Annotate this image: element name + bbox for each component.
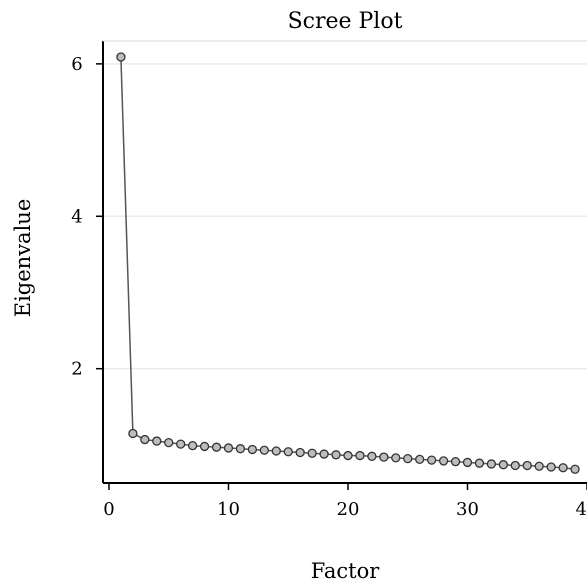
- y-tick-label: 4: [71, 206, 82, 227]
- chart-title: Scree Plot: [288, 9, 403, 34]
- data-point: [283, 447, 293, 457]
- grid-lines: [103, 63, 587, 370]
- data-point: [343, 450, 353, 461]
- data-point: [415, 454, 425, 465]
- y-tick-label: 6: [71, 54, 82, 75]
- data-point: [510, 460, 520, 471]
- data-point: [271, 446, 281, 456]
- data-point: [462, 457, 473, 468]
- x-axis-title: Factor: [311, 559, 381, 583]
- data-point: [128, 428, 138, 439]
- x-tick-label: 30: [456, 499, 479, 520]
- data-point: [235, 444, 246, 454]
- y-tick-label: 2: [71, 359, 82, 380]
- data-point: [403, 453, 413, 464]
- x-tick-label: 20: [337, 499, 360, 520]
- data-point: [140, 434, 150, 445]
- data-point: [367, 451, 377, 461]
- data-point: [295, 447, 305, 458]
- y-axis-title: Eigenvalue: [11, 199, 35, 318]
- x-tick-label: 40: [576, 499, 587, 520]
- data-point: [522, 460, 532, 471]
- data-point: [426, 455, 437, 465]
- data-point: [223, 443, 234, 453]
- data-point: [486, 459, 497, 469]
- data-point: [211, 442, 222, 452]
- axes: [102, 40, 587, 484]
- x-tick-label: 0: [103, 499, 114, 520]
- series: [116, 52, 580, 474]
- data-point: [498, 460, 508, 470]
- data-point: [391, 453, 401, 463]
- x-tick-label: 10: [217, 499, 240, 520]
- data-point: [187, 441, 198, 451]
- data-point: [534, 461, 544, 471]
- data-point: [176, 439, 186, 449]
- data-point: [199, 441, 210, 452]
- data-point: [116, 52, 126, 62]
- data-point: [570, 464, 580, 474]
- data-point: [259, 445, 269, 455]
- data-point: [546, 462, 556, 472]
- data-point: [247, 444, 258, 455]
- data-point: [164, 437, 174, 448]
- data-point: [331, 450, 341, 460]
- series-line: [120, 56, 576, 471]
- data-point: [307, 448, 317, 458]
- data-point: [558, 463, 568, 473]
- data-point: [379, 452, 389, 462]
- data-point: [474, 458, 485, 468]
- data-point: [319, 449, 329, 459]
- ticks: 2 4 6 0 10 20 30 40: [71, 54, 587, 520]
- data-point: [152, 436, 162, 446]
- data-point: [355, 450, 365, 461]
- data-point: [450, 457, 461, 467]
- data-point: [438, 456, 449, 466]
